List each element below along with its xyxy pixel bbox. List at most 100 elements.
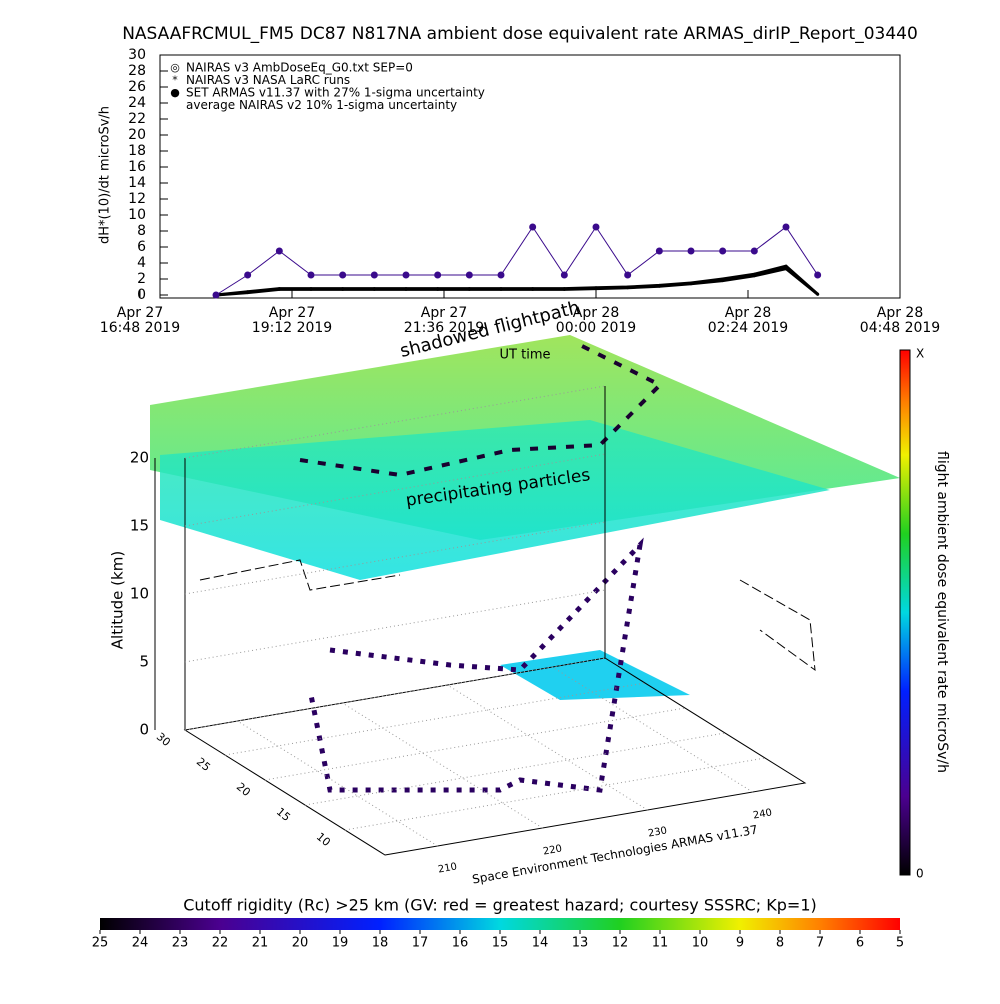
data-point <box>499 287 503 291</box>
legend-label: SET ARMAS v11.37 with 27% 1-sigma uncert… <box>186 86 485 100</box>
y-tick-label: 6 <box>137 239 146 255</box>
data-point <box>687 247 695 255</box>
x-tick-label: Apr 28 <box>877 305 923 321</box>
data-point <box>404 287 408 291</box>
legend-label: NAIRAS v3 NASA LaRC runs <box>186 73 350 87</box>
legend-marker: * <box>172 74 178 87</box>
shadow-path <box>299 343 664 478</box>
x-tick-label: Apr 27 <box>117 305 163 321</box>
y-tick-label: 0 <box>137 287 146 303</box>
y-axis-label: dH*(10)/dt microSv/h <box>98 106 113 244</box>
legend-marker: ● <box>170 86 180 99</box>
x-tick-label: 6 <box>856 936 864 951</box>
x-tick-label: Apr 28 <box>725 305 771 321</box>
data-point <box>657 284 661 288</box>
x-tick-label: 14 <box>532 936 549 951</box>
data-point <box>626 286 630 290</box>
grid-line <box>342 702 543 829</box>
x-tick-label: 11 <box>652 936 669 951</box>
colorbar-bottom: 0 <box>916 867 924 881</box>
colorbar-top: X <box>916 347 924 361</box>
y-tick-label: 12 <box>128 191 146 207</box>
x-tick-label: 25 <box>92 936 109 951</box>
x-tick-label: 02:24 2019 <box>708 320 788 336</box>
y-tick-label: 20 <box>234 780 253 799</box>
x-tick-label: Apr 27 <box>269 305 315 321</box>
series-line <box>215 266 819 297</box>
grid-line <box>344 757 766 831</box>
x-tick-label: Apr 27 <box>421 305 467 321</box>
data-point <box>309 287 313 291</box>
x-tick-label: Apr 28 <box>573 305 619 321</box>
top-chart: NASAAFRCMUL_FM5 DC87 N817NA ambient dose… <box>98 24 941 336</box>
x-tick-label: 21:36 2019 <box>404 320 484 336</box>
altitude-trace <box>739 579 816 672</box>
data-point <box>719 247 727 255</box>
colorbar-title: Cutoff rigidity (Rc) >25 km (GV: red = g… <box>183 896 817 915</box>
data-point <box>560 271 568 279</box>
data-point <box>750 247 758 255</box>
data-point <box>721 279 725 283</box>
x-tick-label: 23 <box>172 936 189 951</box>
data-point <box>624 271 632 279</box>
y-tick-label: 2 <box>137 271 146 287</box>
data-point <box>816 292 820 296</box>
y-tick-label: 10 <box>314 830 333 849</box>
z-tick-label: 0 <box>139 721 149 739</box>
grid-line <box>552 666 753 793</box>
legend-label: average NAIRAS v2 10% 1-sigma uncertaint… <box>186 98 457 112</box>
y-tick-label: 28 <box>128 63 146 79</box>
data-point <box>784 264 788 268</box>
y-tick-label: 18 <box>128 143 146 159</box>
grid-line <box>264 707 686 781</box>
z-tick-label: 20 <box>130 449 149 467</box>
data-point <box>655 247 663 255</box>
flight-path <box>307 537 644 793</box>
grid-line <box>184 589 606 663</box>
data-point <box>594 287 598 291</box>
legend-label: NAIRAS v3 AmbDoseEq_G0.txt SEP=0 <box>186 61 413 75</box>
colorbar-label: flight ambient dose equivalent rate micr… <box>934 451 950 773</box>
data-point <box>277 287 281 291</box>
z-tick-label: 5 <box>139 653 149 671</box>
y-tick-label: 16 <box>128 159 146 175</box>
data-point <box>497 271 505 279</box>
data-point <box>436 287 440 291</box>
data-point <box>339 271 347 279</box>
colorbar-chart: Cutoff rigidity (Rc) >25 km (GV: red = g… <box>92 896 904 951</box>
altitude-trace <box>199 559 401 591</box>
data-point <box>782 223 790 231</box>
data-point <box>307 271 315 279</box>
series-line <box>215 226 819 296</box>
data-point <box>372 287 376 291</box>
x-tick-label: 16 <box>452 936 469 951</box>
z-tick-label: 15 <box>130 517 149 535</box>
x-tick-label: 00:00 2019 <box>556 320 636 336</box>
y-tick-label: 15 <box>274 805 293 824</box>
y-tick-label: 26 <box>128 79 146 95</box>
z-tick-label: 10 <box>130 585 149 603</box>
data-point <box>465 271 473 279</box>
grid-line <box>304 732 726 806</box>
lower-plane <box>160 420 830 580</box>
x-tick-label: 17 <box>412 936 429 951</box>
grid-line <box>237 720 438 847</box>
x-tick-label: 04:48 2019 <box>860 320 940 336</box>
x-tick-label: 240 <box>752 807 773 821</box>
x-tick-label: 24 <box>132 936 149 951</box>
x-tick-label: 18 <box>372 936 389 951</box>
data-point <box>689 282 693 286</box>
y-tick-label: 24 <box>128 95 146 111</box>
annotation: UT time <box>500 348 551 363</box>
x-tick-label: 20 <box>292 936 309 951</box>
y-tick-label: 22 <box>128 111 146 127</box>
x-tick-label: 15 <box>492 936 509 951</box>
data-point <box>246 291 250 295</box>
z-axis-label: Altitude (km) <box>109 551 127 649</box>
y-tick-label: 20 <box>128 127 146 143</box>
data-point <box>562 287 566 291</box>
legend-marker: ◎ <box>170 61 180 74</box>
x-tick-label: 19:12 2019 <box>252 320 332 336</box>
data-point <box>402 271 410 279</box>
